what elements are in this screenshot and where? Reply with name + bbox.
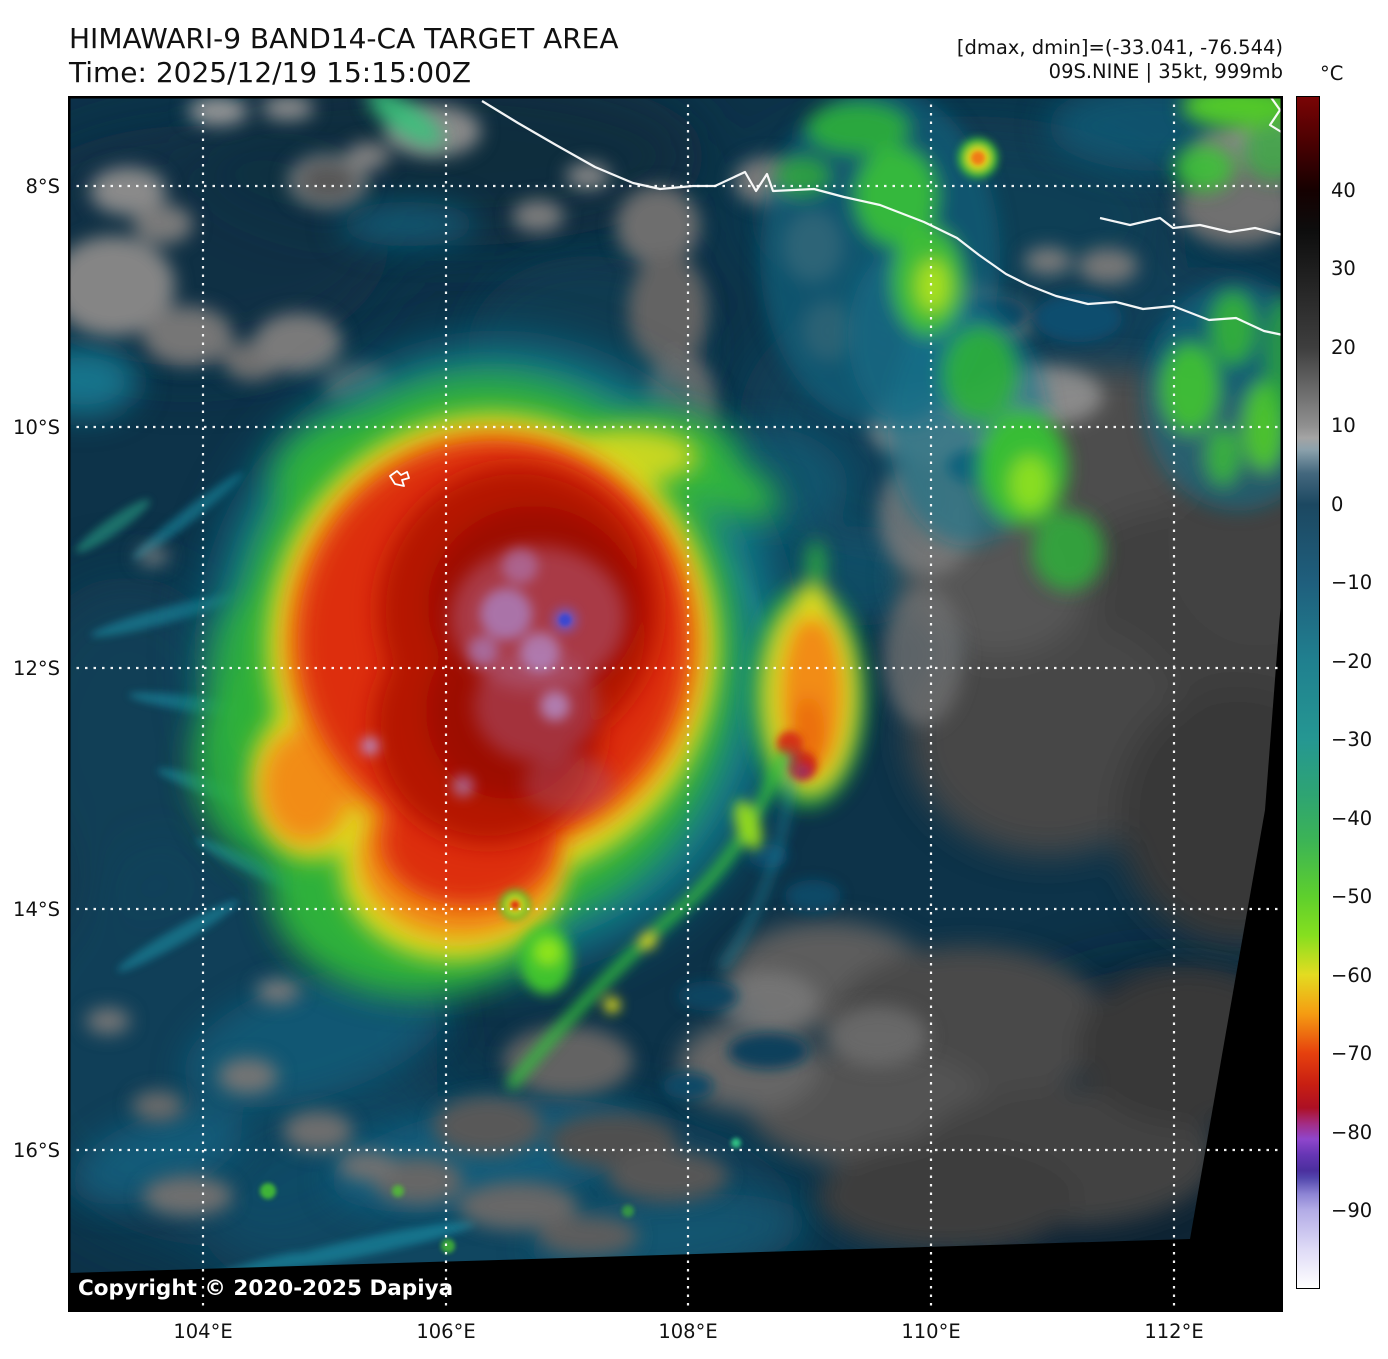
satellite-image: [68, 96, 1283, 1312]
copyright-watermark: Copyright © 2020-2025 Dapiya: [78, 1276, 454, 1301]
x-tick-110e: 110°E: [901, 1320, 961, 1343]
colorbar-tick: −70: [1331, 1042, 1373, 1065]
colorbar-unit-label: °C: [1320, 62, 1344, 85]
colorbar-tick: −20: [1331, 650, 1373, 673]
y-tick-10s: 10°S: [13, 416, 60, 439]
grid-lines: [68, 96, 1283, 1312]
satellite-map: [68, 96, 1283, 1312]
colorbar-tick: 40: [1331, 179, 1356, 202]
outer-rainbands: [260, 750, 797, 1253]
page-title: HIMAWARI-9 BAND14-CA TARGET AREA: [69, 22, 619, 55]
colorbar-gradient: [1296, 96, 1320, 1289]
colorbar-tick: −40: [1331, 807, 1373, 830]
dmax-dmin-readout: [dmax, dmin]=(-33.041, -76.544): [956, 36, 1283, 59]
colorbar-tick: −10: [1331, 571, 1373, 594]
christmas-island-outline: [389, 470, 410, 487]
y-tick-14s: 14°S: [13, 898, 60, 921]
y-tick-16s: 16°S: [13, 1139, 60, 1162]
colorbar-tick: −30: [1331, 728, 1373, 751]
storm-system: [193, 336, 798, 996]
x-tick-112e: 112°E: [1144, 1320, 1204, 1343]
colorbar-tick: −80: [1331, 1121, 1373, 1144]
timestamp-line: Time: 2025/12/19 15:15:00Z: [69, 56, 472, 89]
colorbar-tick: 10: [1331, 414, 1356, 437]
x-tick-108e: 108°E: [658, 1320, 718, 1343]
colorbar-tick: 20: [1331, 336, 1356, 359]
colorbar-tick: 30: [1331, 257, 1356, 280]
colorbar-tick: −60: [1331, 964, 1373, 987]
y-tick-12s: 12°S: [13, 657, 60, 680]
northeast-convection: [1143, 96, 1283, 511]
storm-annotations: [dmax, dmin]=(-33.041, -76.544) 09S.NINE…: [957, 36, 1283, 84]
storm-id-intensity: 09S.NINE | 35kt, 999mb: [1048, 60, 1283, 83]
coastline: [481, 96, 1283, 337]
x-tick-106e: 106°E: [416, 1320, 476, 1343]
colorbar-tick: −50: [1331, 885, 1373, 908]
northern-convection-band: [367, 96, 1104, 591]
colorbar-tick: −90: [1331, 1199, 1373, 1222]
y-tick-8s: 8°S: [25, 175, 60, 198]
coastal-hot-tower: [958, 138, 998, 178]
colorbar-tick: 0: [1331, 493, 1344, 516]
x-tick-104e: 104°E: [173, 1320, 233, 1343]
